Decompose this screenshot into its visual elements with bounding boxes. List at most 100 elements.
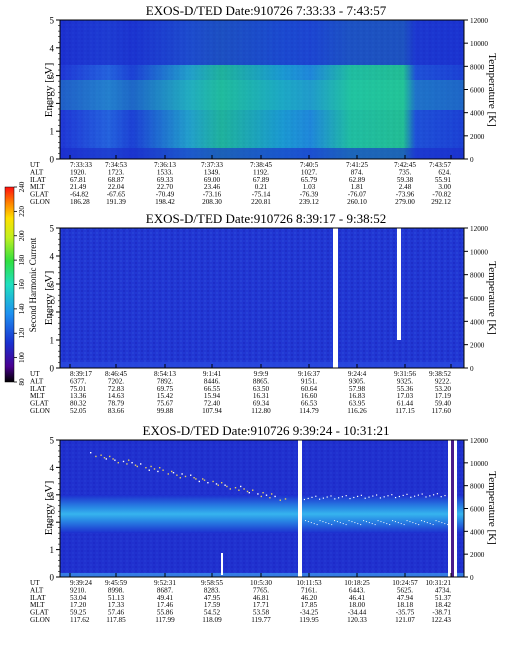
- speckle: [330, 495, 332, 497]
- speckle: [357, 523, 359, 525]
- row-label: GLON: [30, 407, 51, 415]
- table-cell: 75.67: [157, 400, 174, 408]
- table-cell: -70.82: [432, 191, 451, 199]
- y2-tick-label: 12000: [470, 225, 488, 233]
- speckle: [114, 459, 116, 461]
- speckle: [265, 494, 268, 496]
- table-cell: 57.46: [108, 609, 125, 617]
- speckle: [351, 521, 353, 523]
- speckle: [354, 522, 356, 524]
- speckle: [349, 497, 351, 500]
- table-cell: 55.36: [397, 385, 414, 393]
- y2-tick-label: 6000: [470, 295, 485, 303]
- table-cell: 69.75: [157, 385, 174, 393]
- y-tick-label: 4: [50, 43, 55, 53]
- speckle: [339, 522, 341, 524]
- table-cell: 874.: [351, 168, 364, 176]
- speckle: [402, 494, 404, 497]
- table-cell: 14.63: [108, 392, 125, 400]
- panel-3-data-gap: [298, 440, 302, 577]
- table-cell: 51.13: [108, 594, 125, 602]
- table-cell: 1.81: [351, 183, 364, 191]
- table-cell: 65.79: [301, 176, 318, 184]
- table-cell: -75.14: [252, 191, 271, 199]
- speckle: [436, 493, 438, 495]
- table-cell: 7:38:45: [250, 161, 272, 169]
- y-tick-label: 0: [50, 573, 55, 583]
- y-tick-label: 0: [50, 364, 55, 374]
- speckle: [325, 522, 327, 524]
- panel-1-y-axis: 0 1 2 3 4 5 0 2000 4000 6000 8000 10000 12000: [50, 16, 489, 165]
- speckle: [311, 496, 313, 498]
- speckle: [421, 493, 423, 495]
- speckle: [140, 463, 142, 465]
- speckle: [331, 524, 333, 526]
- speckle: [353, 496, 355, 499]
- table-cell: 260.10: [347, 198, 367, 206]
- table-cell: 114.79: [299, 407, 319, 415]
- table-cell: 54.52: [204, 609, 221, 617]
- y2-tick-label: 4000: [470, 528, 485, 536]
- speckle: [400, 523, 402, 525]
- speckle: [300, 496, 302, 498]
- table-cell: 119.77: [251, 616, 271, 624]
- y-tick-label: 1: [50, 336, 55, 346]
- table-cell: 99.88: [157, 407, 174, 415]
- speckle: [403, 524, 405, 526]
- table-cell: 46.81: [253, 594, 270, 602]
- table-cell: 55.86: [157, 609, 174, 617]
- table-cell: 68.87: [108, 176, 125, 184]
- row-label: UT: [30, 579, 40, 587]
- speckle: [368, 496, 370, 498]
- table-cell: 9:16:37: [298, 370, 320, 378]
- colorbar-tick-label: 240: [18, 181, 26, 192]
- speckle: [371, 523, 373, 525]
- table-cell: 21.49: [70, 183, 87, 191]
- table-cell: 1920.: [70, 168, 86, 176]
- speckle: [319, 498, 321, 500]
- table-cell: 83.66: [108, 407, 125, 415]
- speckle: [240, 485, 242, 488]
- speckle: [105, 458, 107, 460]
- row-label: MLT: [30, 392, 45, 400]
- speckle: [179, 477, 181, 479]
- row-label: ILAT: [30, 594, 46, 602]
- table-cell: 22.70: [157, 183, 174, 191]
- table-cell: 9222.: [435, 377, 451, 385]
- speckle: [195, 478, 197, 480]
- table-cell: 120.33: [347, 616, 367, 624]
- speckle: [379, 497, 381, 499]
- table-cell: 9:38:52: [429, 370, 451, 378]
- panel-1-ephemeris-table: UT 7:33:33 7:34:53 7:36:13 7:37:33 7:38:45 7:4…: [30, 161, 451, 206]
- speckle: [117, 462, 119, 464]
- panel-3: EXOS-D/TED Date:910726 9:39:24 - 10:31:2…: [30, 423, 498, 624]
- speckle: [313, 523, 315, 525]
- y2-tick-label: 8000: [470, 63, 485, 71]
- speckle: [383, 496, 385, 498]
- colorbar-tick-label: 120: [18, 327, 26, 338]
- table-cell: 63.50: [253, 385, 270, 393]
- table-cell: 78.79: [108, 400, 125, 408]
- row-label: ILAT: [30, 385, 46, 393]
- table-cell: 7:40:5: [300, 161, 319, 169]
- table-cell: 122.43: [431, 616, 451, 624]
- y2-tick-label: 0: [470, 574, 474, 582]
- speckle: [234, 487, 237, 489]
- table-cell: 121.07: [395, 616, 415, 624]
- table-cell: 2.48: [399, 183, 412, 191]
- table-cell: 69.33: [157, 176, 174, 184]
- table-cell: 18.00: [349, 601, 366, 609]
- table-cell: 55.91: [435, 176, 452, 184]
- table-cell: 735.: [399, 168, 412, 176]
- table-cell: 17.19: [435, 392, 452, 400]
- speckle: [444, 523, 446, 525]
- speckle: [238, 489, 240, 491]
- table-cell: 279.00: [395, 198, 415, 206]
- speckle: [172, 472, 175, 474]
- table-cell: 7:34:53: [105, 161, 127, 169]
- speckle: [307, 521, 309, 523]
- table-cell: 9:1:41: [203, 370, 222, 378]
- speckle: [100, 454, 102, 456]
- speckle: [202, 478, 204, 480]
